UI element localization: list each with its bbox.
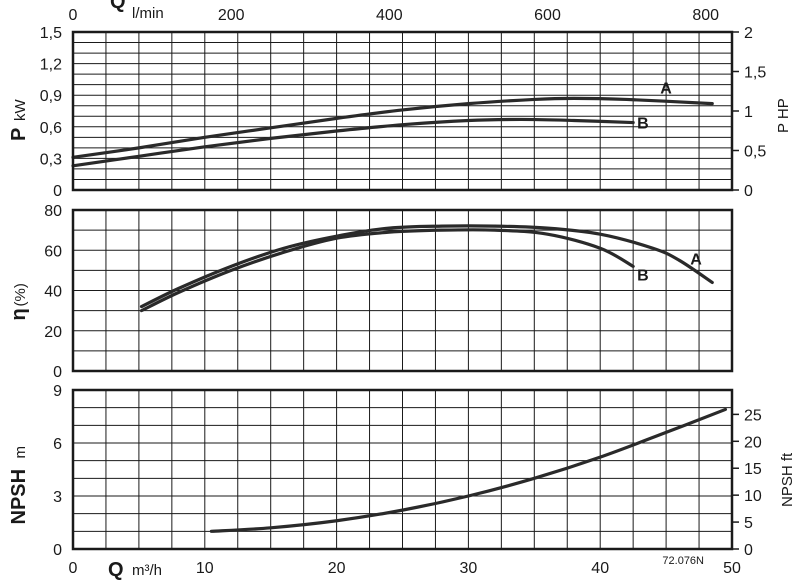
- y-tick-label-power: 0,9: [40, 88, 62, 105]
- bottom-tick-label: 50: [723, 560, 741, 577]
- y-tick-label-efficiency: 40: [44, 284, 62, 301]
- curve-layer: [71, 96, 728, 533]
- frame-layer: [71, 30, 739, 551]
- right-tick-label-power: 1: [744, 104, 753, 121]
- curve-power-A: [71, 96, 714, 159]
- grid-layer: [73, 32, 732, 549]
- right-tick-label-power: 2: [744, 25, 753, 42]
- figure-code: 72.076N: [662, 555, 704, 567]
- bottom-axis-title: Q: [108, 559, 124, 581]
- y-tick-label-efficiency: 0: [53, 364, 62, 381]
- right-tick-label-power: 0,5: [744, 144, 766, 161]
- top-tick-label: 400: [376, 7, 403, 24]
- y-tick-label-power: 0,6: [40, 120, 62, 137]
- y-tick-label-power: 0,3: [40, 151, 62, 168]
- top-tick-label: 600: [534, 7, 561, 24]
- y-unit-power: kW: [12, 99, 29, 122]
- series-label-power-A: A: [660, 81, 672, 98]
- y-title-power: P: [8, 128, 30, 141]
- y-title-npsh: NPSH: [8, 469, 30, 525]
- bottom-axis-unit: m³/h: [132, 562, 162, 579]
- y-title-efficiency: η: [8, 308, 30, 320]
- right-title-power: P HP: [775, 98, 792, 133]
- right-tick-label-power: 0: [744, 183, 753, 200]
- top-axis-unit: l/min: [132, 5, 164, 22]
- bottom-tick-label: 30: [460, 560, 478, 577]
- curve-efficiency-A: [139, 224, 714, 309]
- series-label-power-B: B: [637, 116, 649, 133]
- curve-npsh: [209, 407, 728, 533]
- bottom-tick-label: 40: [591, 560, 609, 577]
- y-tick-label-npsh: 6: [53, 436, 62, 453]
- y-unit-efficiency: (%): [12, 283, 29, 306]
- right-title-npsh: NPSH ft: [779, 452, 796, 507]
- right-tick-label-npsh: 25: [744, 407, 762, 424]
- y-unit-npsh: m: [12, 446, 29, 459]
- text-layer: AB1,51,20,90,60,3021,510,50AB80604020096…: [8, 0, 796, 581]
- curve-efficiency-B: [139, 228, 635, 313]
- top-axis-title: Q: [110, 0, 126, 13]
- y-tick-label-efficiency: 20: [44, 324, 62, 341]
- panel-frame-npsh: [71, 388, 734, 551]
- right-tick-label-power: 1,5: [744, 65, 766, 82]
- right-tick-label-npsh: 5: [744, 515, 753, 532]
- right-tick-label-npsh: 0: [744, 542, 753, 559]
- y-tick-label-efficiency: 60: [44, 243, 62, 260]
- right-tick-label-npsh: 20: [744, 434, 762, 451]
- top-tick-label: 800: [692, 7, 719, 24]
- bottom-tick-label: 0: [69, 560, 78, 577]
- y-tick-label-power: 1,5: [40, 25, 62, 42]
- y-tick-label-power: 1,2: [40, 57, 62, 74]
- right-tick-label-npsh: 10: [744, 488, 762, 505]
- y-tick-label-npsh: 3: [53, 489, 62, 506]
- bottom-tick-label: 10: [196, 560, 214, 577]
- top-tick-label: 0: [69, 7, 78, 24]
- right-tick-label-npsh: 15: [744, 461, 762, 478]
- curve-power-B: [71, 117, 635, 168]
- top-tick-label: 200: [218, 7, 245, 24]
- y-tick-label-power: 0: [53, 183, 62, 200]
- series-label-efficiency-A: A: [690, 251, 702, 268]
- y-tick-label-npsh: 9: [53, 383, 62, 400]
- bottom-tick-label: 20: [328, 560, 346, 577]
- y-tick-label-efficiency: 80: [44, 203, 62, 220]
- series-label-efficiency-B: B: [637, 267, 649, 284]
- panel-frame-efficiency: [71, 208, 734, 373]
- y-tick-label-npsh: 0: [53, 542, 62, 559]
